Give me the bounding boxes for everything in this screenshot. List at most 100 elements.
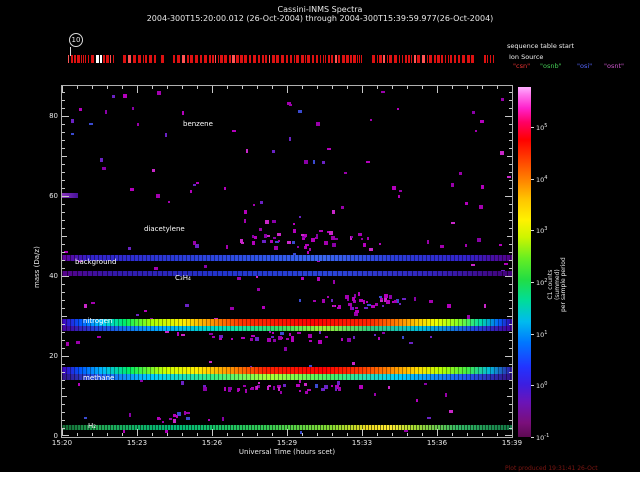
scatter-dot xyxy=(335,385,339,389)
scatter-dot xyxy=(305,244,309,246)
tick-mark xyxy=(509,308,512,309)
scatter-dot xyxy=(335,387,337,391)
sequence-bar xyxy=(85,55,86,63)
tick-mark xyxy=(347,433,348,436)
scatter-dot xyxy=(253,204,255,206)
tick-mark xyxy=(507,396,512,397)
sequence-bar xyxy=(316,55,318,63)
ion-source-mode-2: "osnb" xyxy=(540,62,562,70)
colorbar-tick-label: 102 xyxy=(536,278,548,288)
tick-mark xyxy=(507,316,512,317)
scatter-dot xyxy=(338,305,341,309)
sequence-bar xyxy=(325,55,326,63)
tick-mark xyxy=(509,100,512,101)
scatter-dot xyxy=(130,188,134,191)
scatter-dot xyxy=(278,240,280,242)
scatter-dot xyxy=(291,336,294,339)
sequence-bar xyxy=(323,55,324,63)
colorbar-tick xyxy=(531,385,534,386)
scatter-dot xyxy=(157,417,160,420)
ion-source-mode-3: "osi" xyxy=(577,62,593,70)
colorbar-tick-label: 104 xyxy=(536,175,548,185)
scatter-dot xyxy=(364,307,368,309)
scatter-dot xyxy=(374,393,376,396)
scatter-dot xyxy=(277,385,281,388)
sequence-bar xyxy=(445,55,446,63)
tick-mark xyxy=(62,388,65,389)
scatter-dot xyxy=(181,334,185,336)
scatter-dot xyxy=(353,300,356,303)
scatter-dot xyxy=(300,431,302,434)
scatter-dot xyxy=(351,236,353,238)
scatter-dot xyxy=(307,251,309,254)
sequence-bar xyxy=(262,55,264,63)
scatter-dot xyxy=(427,417,431,419)
sequence-bar xyxy=(372,55,375,63)
scatter-dot xyxy=(244,210,247,214)
sequence-bar xyxy=(490,55,491,63)
scatter-dot xyxy=(286,338,289,340)
scatter-dot xyxy=(100,158,103,162)
scatter-dot xyxy=(480,120,484,123)
sequence-bar xyxy=(399,55,400,63)
sequence-bar xyxy=(224,55,227,63)
y-tick-label: 40 xyxy=(49,272,58,280)
tick-mark xyxy=(509,244,512,245)
tick-mark xyxy=(509,220,512,221)
tick-mark xyxy=(509,108,512,109)
scatter-dot xyxy=(332,210,335,214)
scatter-dot xyxy=(284,347,287,351)
scatter-dot xyxy=(392,186,396,190)
ion-source-label: Ion Source xyxy=(509,53,544,61)
scatter-dot xyxy=(181,381,184,385)
scatter-dot xyxy=(398,195,400,198)
band-h2 xyxy=(62,425,512,430)
scatter-dot xyxy=(316,122,320,126)
scatter-dot xyxy=(331,236,335,240)
sequence-bar xyxy=(212,55,214,63)
tick-mark xyxy=(62,244,65,245)
sequence-bar xyxy=(331,55,333,63)
scatter-dot xyxy=(293,229,296,233)
sequence-bar xyxy=(394,55,397,63)
scatter-dot xyxy=(293,253,296,256)
tick-mark xyxy=(62,284,65,285)
scatter-dot xyxy=(162,421,164,423)
scatter-dot xyxy=(352,297,355,301)
scatter-dot xyxy=(265,220,269,224)
tick-mark xyxy=(257,86,258,89)
scatter-dot xyxy=(427,240,429,244)
tick-mark xyxy=(507,156,512,157)
scatter-dot xyxy=(440,245,444,248)
sequence-bar xyxy=(244,55,247,63)
sequence-bar xyxy=(307,55,310,63)
tick-mark xyxy=(62,340,65,341)
scatter-dot xyxy=(318,340,322,344)
sequence-bar xyxy=(74,55,76,63)
colorbar-tick xyxy=(531,437,534,438)
tick-mark xyxy=(482,86,483,89)
scatter-dot xyxy=(404,429,408,432)
scatter-dot xyxy=(176,415,178,418)
sequence-bar xyxy=(110,55,111,63)
ion-source-barcode-strip xyxy=(68,55,504,63)
scatter-dot xyxy=(193,241,196,245)
scatter-dot xyxy=(329,231,333,235)
scatter-dot xyxy=(465,202,468,205)
scatter-dot xyxy=(315,237,318,239)
scatter-dot xyxy=(479,205,483,209)
tick-mark xyxy=(505,435,512,436)
tick-mark xyxy=(62,332,65,333)
tick-mark xyxy=(77,86,78,89)
tick-mark xyxy=(62,300,65,301)
scatter-dot xyxy=(84,304,87,308)
scatter-dot xyxy=(507,176,511,178)
scatter-dot xyxy=(287,241,291,244)
scatter-dot xyxy=(382,305,384,307)
scatter-dot xyxy=(190,190,192,193)
tick-mark xyxy=(62,132,65,133)
tick-mark xyxy=(452,433,453,436)
scatter-dot xyxy=(203,387,207,391)
tick-mark xyxy=(347,86,348,89)
scatter-dot xyxy=(321,388,325,391)
